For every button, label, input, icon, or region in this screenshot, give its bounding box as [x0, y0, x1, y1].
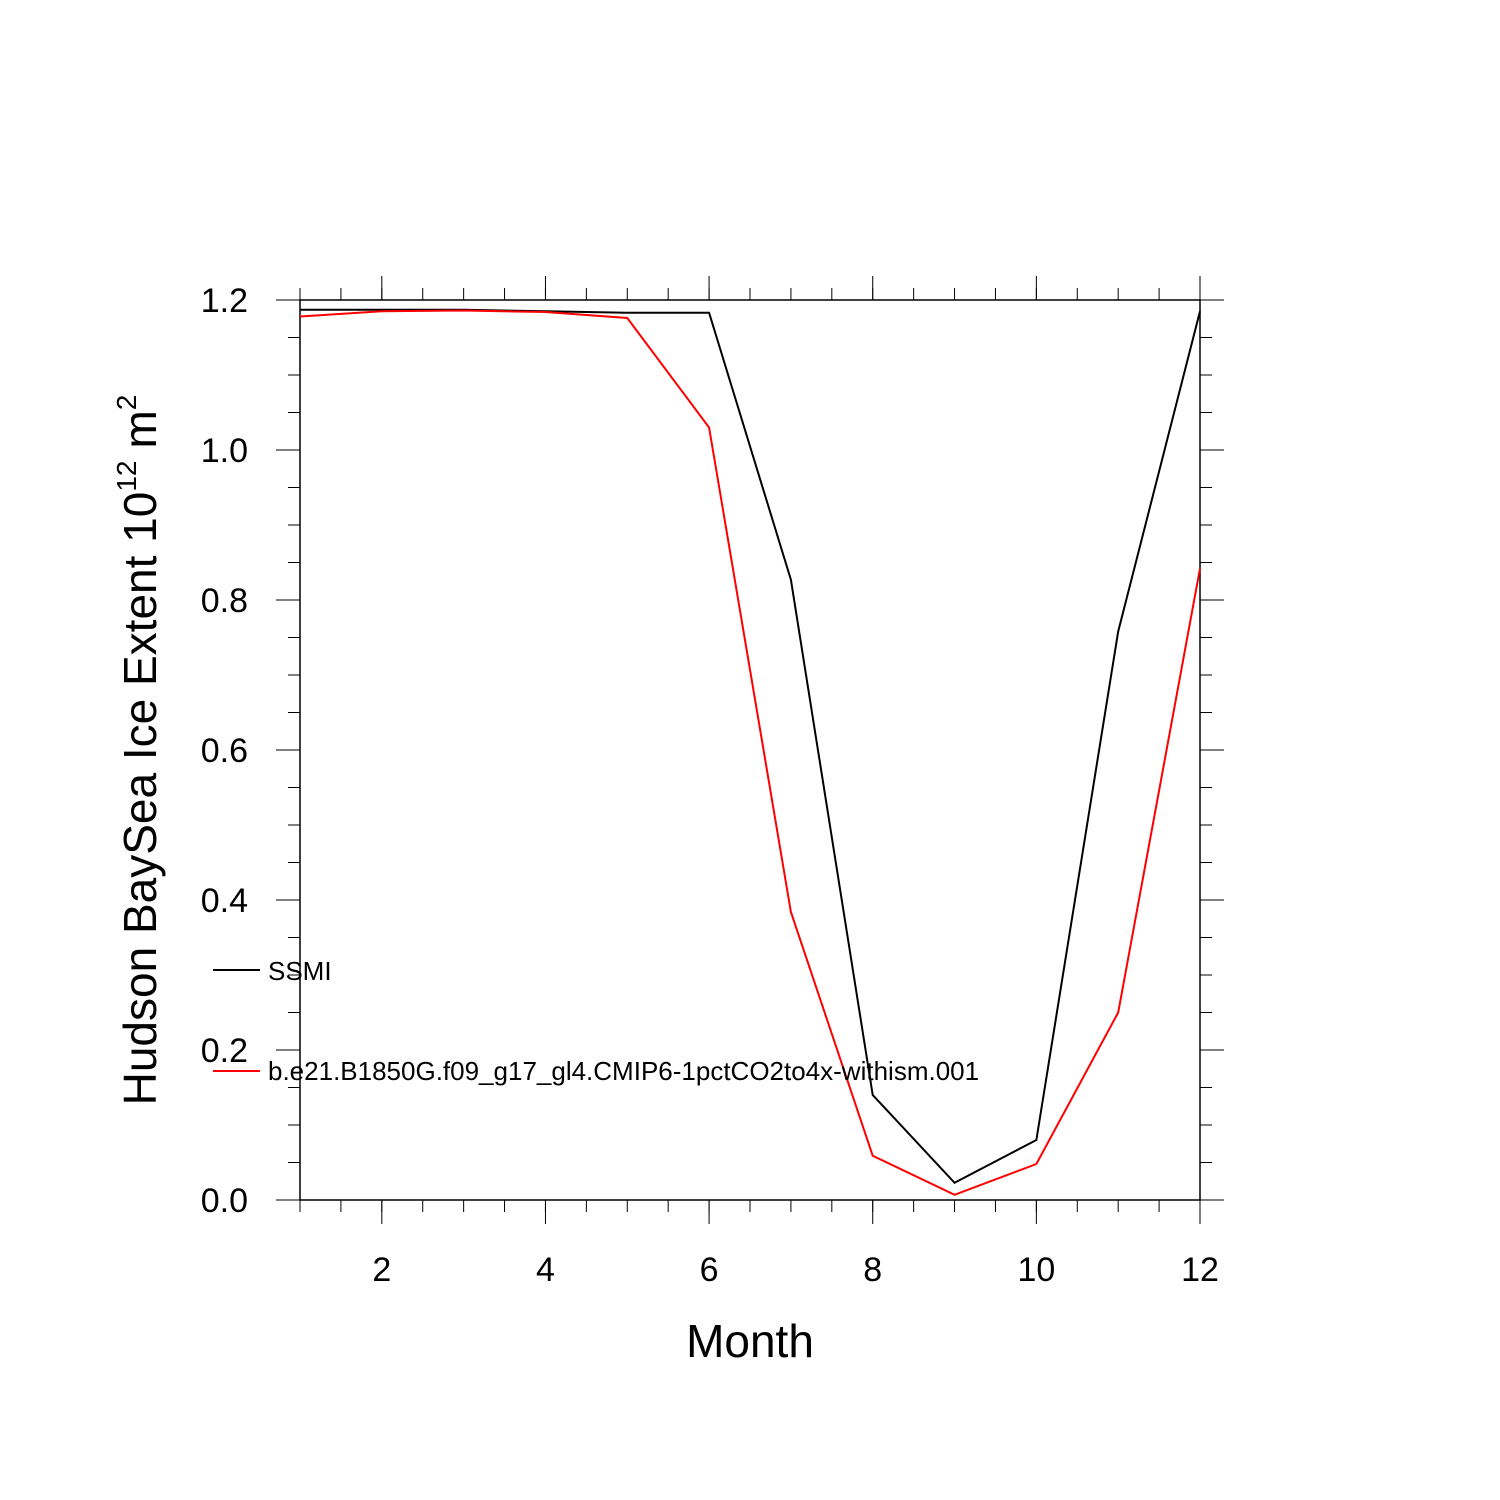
series-lines [299, 308, 1201, 1196]
x-tick-label: 10 [1017, 1251, 1055, 1289]
y-axis-title-main: Hudson BaySea Ice Extent 10 [114, 492, 166, 1106]
y-tick-label: 0.6 [201, 732, 248, 770]
series-line-ssmi [300, 308, 1201, 1184]
x-tick-label: 6 [700, 1251, 719, 1289]
y-axis-title-exponent: 12 [111, 461, 142, 492]
x-tick-label: 8 [863, 1251, 882, 1289]
y-tick-label: 0.8 [201, 582, 248, 620]
y-tick-labels: 0.0 0.2 0.4 0.6 0.8 1.0 1.2 [201, 282, 248, 1220]
y-tick-label: 0.2 [201, 1032, 248, 1070]
legend: SSMI b.e21.B1850G.f09_g17_gl4.CMIP6-1pct… [213, 956, 979, 1086]
x-tick-label: 2 [372, 1251, 391, 1289]
legend-label-ssmi: SSMI [268, 956, 332, 986]
y-tick-label: 1.0 [201, 432, 248, 470]
x-tick-label: 12 [1181, 1251, 1219, 1289]
y-tick-label: 0.0 [201, 1182, 248, 1220]
major-ticks [276, 276, 1224, 1224]
y-axis-title-unit: m [114, 410, 166, 448]
legend-label-model: b.e21.B1850G.f09_g17_gl4.CMIP6-1pctCO2to… [268, 1056, 979, 1086]
y-axis-title-unit-exponent: 2 [111, 395, 142, 411]
y-axis-title: Hudson BaySea Ice Extent 1012 m2 [111, 395, 166, 1106]
x-tick-label: 4 [536, 1251, 555, 1289]
y-tick-label: 0.4 [201, 882, 248, 920]
y-tick-label: 1.2 [201, 282, 248, 320]
series-line-model [299, 309, 1201, 1196]
x-axis-title: Month [686, 1315, 814, 1367]
x-tick-labels: 2 4 6 8 10 12 [372, 1251, 1219, 1289]
